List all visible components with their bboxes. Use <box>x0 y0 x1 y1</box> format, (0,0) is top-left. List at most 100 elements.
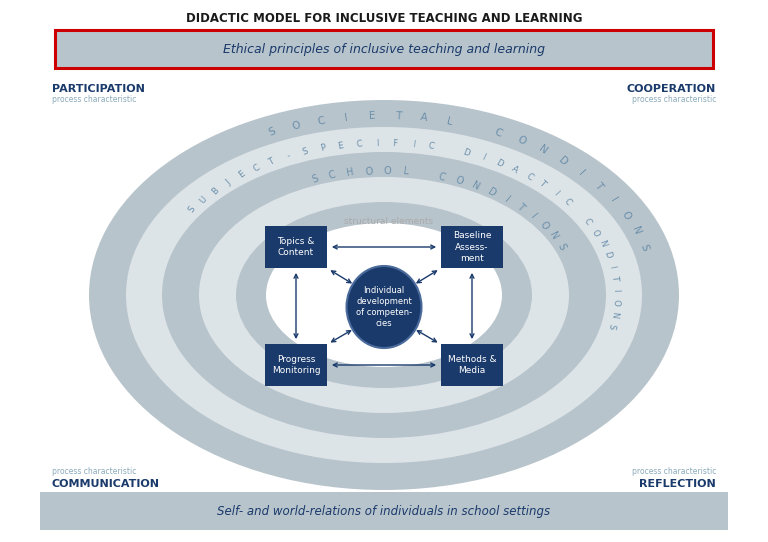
Text: C: C <box>492 127 504 139</box>
Text: N: N <box>537 144 549 157</box>
Text: process characteristic: process characteristic <box>52 95 137 104</box>
Text: C: C <box>562 197 573 207</box>
Text: A: A <box>419 113 429 124</box>
Text: E: E <box>237 170 247 180</box>
Text: T: T <box>538 179 548 189</box>
Text: S: S <box>638 243 650 251</box>
Text: Individual
development
of competen-
cies: Individual development of competen- cies <box>356 286 412 328</box>
Ellipse shape <box>236 202 532 388</box>
Text: Self- and world-relations of individuals in school settings: Self- and world-relations of individuals… <box>217 505 551 518</box>
Text: C: C <box>328 170 337 181</box>
Text: process characteristic: process characteristic <box>631 467 716 476</box>
Text: S: S <box>267 126 277 138</box>
Text: C: C <box>427 141 435 151</box>
Ellipse shape <box>89 100 679 490</box>
Ellipse shape <box>346 266 422 348</box>
Bar <box>265 226 327 268</box>
Text: S: S <box>302 147 310 157</box>
Text: O: O <box>365 166 373 177</box>
Text: C: C <box>252 163 262 173</box>
Text: Topics &
Content: Topics & Content <box>277 237 315 257</box>
Bar <box>40 492 728 530</box>
Text: I: I <box>611 289 621 292</box>
Text: A: A <box>510 164 519 175</box>
Text: S: S <box>310 173 319 185</box>
Text: C: C <box>524 171 535 182</box>
Text: N: N <box>630 225 642 236</box>
Text: I: I <box>551 189 560 197</box>
Text: Progress
Monitoring: Progress Monitoring <box>272 355 320 375</box>
Text: O: O <box>383 166 391 176</box>
Text: process characteristic: process characteristic <box>52 467 137 476</box>
Text: E: E <box>369 111 376 121</box>
Bar <box>40 72 728 492</box>
Text: D: D <box>462 147 471 158</box>
Text: N: N <box>597 239 607 248</box>
Ellipse shape <box>199 177 569 413</box>
Text: I: I <box>607 264 617 269</box>
Text: O: O <box>619 209 632 221</box>
Text: N: N <box>609 311 619 318</box>
Text: O: O <box>454 175 465 187</box>
Text: O: O <box>290 120 302 132</box>
Text: P: P <box>319 143 326 153</box>
Text: D: D <box>486 186 498 198</box>
Text: N: N <box>548 230 560 241</box>
Text: DIDACTIC MODEL FOR INCLUSIVE TEACHING AND LEARNING: DIDACTIC MODEL FOR INCLUSIVE TEACHING AN… <box>186 11 582 24</box>
Text: S: S <box>556 242 568 251</box>
Bar <box>265 344 327 386</box>
Text: S: S <box>187 205 197 214</box>
Bar <box>40 72 728 502</box>
Text: COOPERATION: COOPERATION <box>627 84 716 94</box>
Ellipse shape <box>162 152 606 438</box>
Text: T: T <box>515 202 526 213</box>
Text: L: L <box>445 116 453 127</box>
Bar <box>441 344 503 386</box>
Text: U: U <box>197 195 209 205</box>
Text: I: I <box>480 153 486 162</box>
Text: COMMUNICATION: COMMUNICATION <box>52 479 160 489</box>
Text: C: C <box>316 115 326 127</box>
Text: I: I <box>608 196 618 204</box>
Text: PARTICIPATION: PARTICIPATION <box>52 84 145 94</box>
Ellipse shape <box>266 223 502 367</box>
Text: I: I <box>528 212 538 221</box>
Text: process characteristic: process characteristic <box>631 95 716 104</box>
Text: F: F <box>392 139 398 148</box>
Text: -: - <box>286 152 292 161</box>
Text: I: I <box>502 195 511 204</box>
Bar <box>55 30 713 68</box>
Text: structural elements: structural elements <box>344 217 434 227</box>
Text: S: S <box>606 322 616 330</box>
Text: D: D <box>603 250 613 260</box>
Text: I: I <box>376 139 379 147</box>
Text: C: C <box>582 217 593 227</box>
Text: REFLECTION: REFLECTION <box>639 479 716 489</box>
Text: O: O <box>590 228 601 237</box>
Text: E: E <box>337 141 344 151</box>
Text: O: O <box>515 134 527 147</box>
Text: Ethical principles of inclusive teaching and learning: Ethical principles of inclusive teaching… <box>223 42 545 55</box>
Text: Baseline
Assess-
ment: Baseline Assess- ment <box>453 231 492 263</box>
Text: Methods &
Media: Methods & Media <box>448 355 496 375</box>
Bar <box>441 226 503 268</box>
Text: C: C <box>437 171 447 183</box>
Text: T: T <box>395 111 402 121</box>
Text: T: T <box>268 157 277 167</box>
Text: O: O <box>538 220 551 231</box>
Text: T: T <box>610 275 619 281</box>
Text: B: B <box>210 185 220 196</box>
Ellipse shape <box>126 127 642 463</box>
Text: O: O <box>611 299 621 306</box>
Text: T: T <box>592 180 604 191</box>
Text: D: D <box>557 154 569 167</box>
Text: I: I <box>577 169 586 177</box>
Text: C: C <box>356 139 362 149</box>
Text: N: N <box>471 180 482 192</box>
Text: I: I <box>412 140 415 149</box>
Text: L: L <box>402 166 409 177</box>
Text: H: H <box>346 167 355 178</box>
Text: J: J <box>224 178 232 186</box>
Text: I: I <box>344 113 349 123</box>
Text: D: D <box>494 158 505 169</box>
